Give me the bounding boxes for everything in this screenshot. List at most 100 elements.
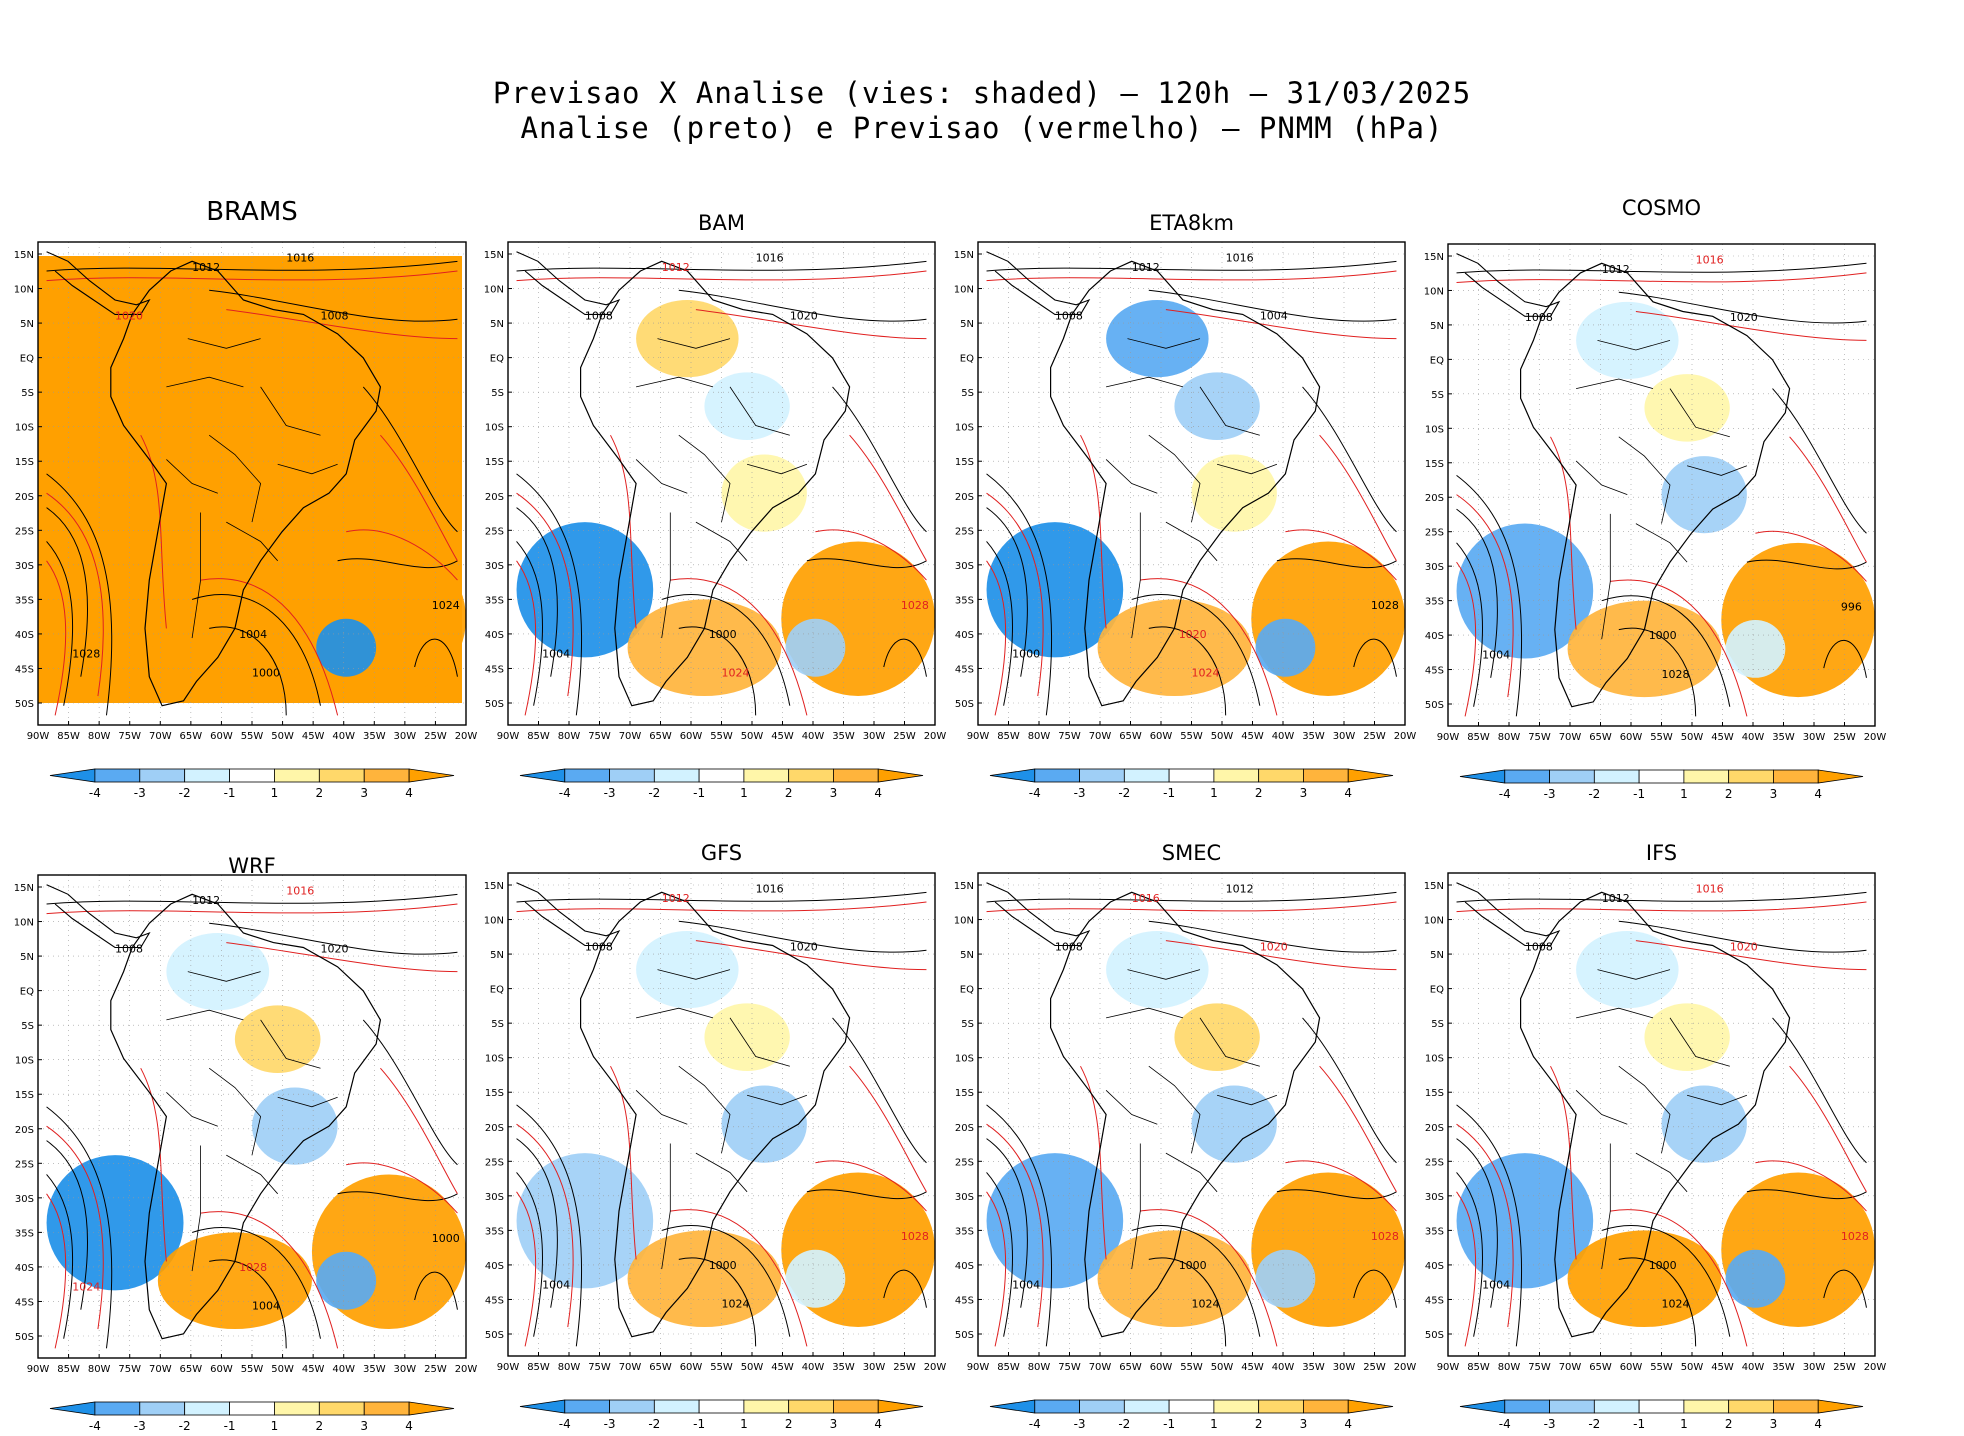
lon-label: 30W <box>1803 1362 1826 1373</box>
country-border <box>1618 1065 1671 1154</box>
figure-title: Previsao X Analise (vies: shaded) – 120h… <box>0 76 1964 146</box>
colorbar-label: -1 <box>1163 786 1175 800</box>
country-border <box>657 338 731 349</box>
lon-label: 55W <box>1650 1362 1673 1373</box>
lat-label: 15N <box>14 250 34 261</box>
analysis-isobar <box>662 1226 790 1337</box>
isobar-label: 1028 <box>1371 1230 1399 1243</box>
bias-region <box>1567 1230 1722 1328</box>
country-border <box>1106 376 1184 388</box>
central-america-coastline <box>1456 882 1561 947</box>
lon-label: 65W <box>1589 1362 1612 1373</box>
lon-label: 80W <box>88 731 111 742</box>
lat-label: 50S <box>485 1330 504 1341</box>
colorbar-label: 2 <box>1725 1417 1733 1431</box>
analysis-isobar <box>1619 921 1867 952</box>
isobar-label: 1004 <box>1482 649 1510 662</box>
lat-label: 5S <box>961 1019 974 1030</box>
isobar-label: 1028 <box>901 1230 929 1243</box>
isobar-label: 1008 <box>1055 940 1083 953</box>
lat-label: 10N <box>954 285 974 296</box>
bias-region <box>1191 1085 1277 1163</box>
country-border <box>191 1145 202 1272</box>
lon-label: 25W <box>1363 731 1386 742</box>
panel-title: BAM <box>698 211 745 235</box>
lon-label: 60W <box>1620 1362 1643 1373</box>
lat-label: EQ <box>490 354 504 365</box>
lat-label: EQ <box>20 354 34 365</box>
lat-label: 40S <box>1425 631 1444 642</box>
forecast-isobar <box>987 561 1006 716</box>
lat-label: 15N <box>1424 881 1444 892</box>
lon-label: 60W <box>1620 732 1643 743</box>
analysis-isobar <box>1747 1190 1867 1199</box>
lon-label: 45W <box>1711 1362 1734 1373</box>
analysis-isobar <box>1354 639 1397 677</box>
colorbar-label: -2 <box>179 786 191 800</box>
lat-label: EQ <box>1430 985 1444 996</box>
isobar-label: 1004 <box>542 1278 570 1291</box>
lon-label: 40W <box>802 1362 825 1373</box>
lon-label: 35W <box>363 1364 386 1375</box>
analysis-isobar <box>209 627 286 715</box>
analysis-isobar <box>679 290 927 321</box>
isobar-label: 1024 <box>1192 1298 1220 1311</box>
analysis-isobar <box>679 1258 756 1346</box>
analysis-isobars <box>47 261 458 715</box>
colorbar-label: 1 <box>1210 1417 1218 1431</box>
lon-label: 50W <box>741 731 764 742</box>
forecast-isobar <box>850 1066 927 1192</box>
bias-region <box>316 1251 377 1310</box>
colorbar-label: 3 <box>1770 787 1778 801</box>
analysis-isobar <box>1132 1226 1260 1337</box>
colorbar-swatch <box>1347 768 1394 783</box>
lat-label: 35S <box>485 595 504 606</box>
forecast-isobar <box>1636 311 1867 340</box>
analysis-isobar <box>1457 475 1522 716</box>
lon-label: 75W <box>118 1364 141 1375</box>
lat-label: 15S <box>15 457 34 468</box>
colorbar-swatch <box>363 1401 410 1416</box>
lon-label: 40W <box>1742 1362 1765 1373</box>
lon-label: 60W <box>680 1362 703 1373</box>
isobar-label: 1020 <box>790 309 818 322</box>
isobar-label: 1008 <box>585 940 613 953</box>
isobar-label: 1012 <box>192 261 220 274</box>
lat-label: 15S <box>1425 1088 1444 1099</box>
colorbar-label: 2 <box>1725 787 1733 801</box>
forecast-isobar <box>987 1124 1044 1327</box>
south-america-coastline <box>579 260 851 707</box>
lon-label: 90W <box>1437 732 1460 743</box>
lon-label: 40W <box>332 731 355 742</box>
lat-label: 5N <box>20 319 34 330</box>
analysis-isobar <box>679 921 927 952</box>
map-content: 1016 1012 1008 1020 1004 1000 1024 1028 <box>978 873 1405 1356</box>
colorbar-label: 3 <box>360 1419 368 1433</box>
lat-label: 30S <box>15 561 34 572</box>
isobar-label: 1000 <box>1012 647 1040 660</box>
colorbar-swatch <box>1079 768 1125 783</box>
south-america-coastline <box>579 891 851 1338</box>
forecast-isobar <box>226 310 457 339</box>
colorbar-swatch <box>743 1399 790 1414</box>
isobar-label: 1028 <box>72 647 100 660</box>
country-border <box>1686 465 1748 476</box>
analysis-isobar <box>517 261 927 271</box>
isobar-label: 1024 <box>1192 667 1220 680</box>
lat-label: EQ <box>490 985 504 996</box>
colorbar-label: -1 <box>693 786 705 800</box>
country-border <box>1199 386 1260 436</box>
colorbar-swatch <box>1258 768 1304 783</box>
colorbar-label: -4 <box>1029 1417 1041 1431</box>
country-border <box>1601 513 1611 640</box>
country-border <box>746 1094 808 1106</box>
lat-label: 15N <box>484 881 504 892</box>
lon-label: 85W <box>527 1362 550 1373</box>
isobar-label: 1004 <box>239 628 267 641</box>
colorbar: -4 -3 -2 -1 1 2 3 4 <box>49 768 455 800</box>
forecast-isobar <box>226 943 457 972</box>
forecast-isobar <box>670 1210 807 1347</box>
country-border <box>1131 1143 1141 1270</box>
analysis-isobar <box>47 508 88 677</box>
